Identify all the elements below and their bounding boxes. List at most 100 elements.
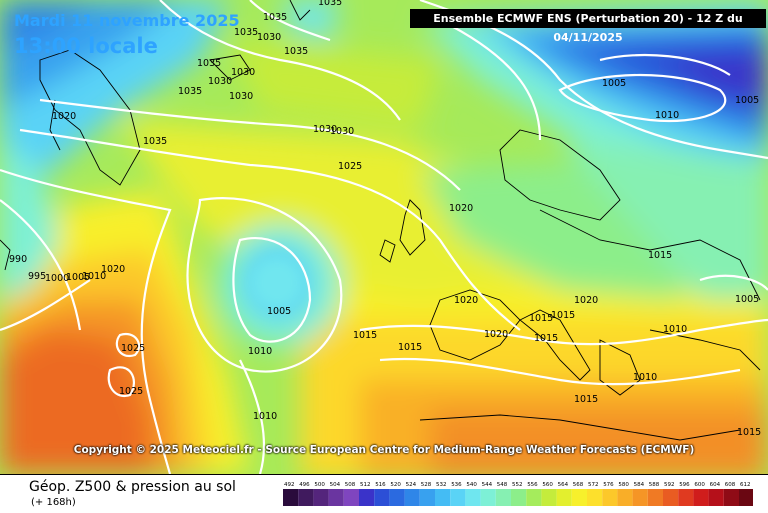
scale-swatch <box>571 489 587 506</box>
scale-tick-label: 588 <box>649 482 660 488</box>
scale-swatch <box>526 489 542 506</box>
scale-tick-label: 608 <box>725 482 736 488</box>
scale-tick-label: 504 <box>330 482 341 488</box>
isobar-label: 1030 <box>229 91 253 102</box>
isobar-label: 1005 <box>735 294 759 305</box>
isobar-label: 1015 <box>648 250 672 261</box>
weather-map: 1035 1035 1030 1035 1030 1035 1030 1035 … <box>0 0 768 474</box>
isobar-label: 1005 <box>735 95 759 106</box>
scale-tick-label: 612 <box>740 482 751 488</box>
isobar-label: 1030 <box>231 67 255 78</box>
scale-swatch <box>374 489 390 506</box>
scale-swatch <box>678 489 694 506</box>
scale-tick-label: 540 <box>466 482 477 488</box>
isobar-label: 1015 <box>551 310 575 321</box>
scale-swatch <box>495 489 511 506</box>
scale-tick-label: 496 <box>299 482 310 488</box>
isobar-label: 1015 <box>353 330 377 341</box>
scale-tick-label: 524 <box>406 482 417 488</box>
isobar-label: 1035 <box>263 12 287 23</box>
isobar-label: 1010 <box>663 324 687 335</box>
forecast-date: Mardi 11 novembre 2025 <box>14 11 240 30</box>
scale-swatch <box>693 489 709 506</box>
scale-tick-label: 552 <box>512 482 523 488</box>
isobar-label: 1010 <box>633 372 657 383</box>
scale-swatch <box>723 489 739 506</box>
isobars <box>0 0 768 474</box>
scale-swatch <box>328 489 344 506</box>
scale-swatch <box>602 489 618 506</box>
scale-swatch <box>419 489 435 506</box>
scale-swatch <box>389 489 405 506</box>
scale-swatch <box>450 489 466 506</box>
isobar-label: 1015 <box>534 333 558 344</box>
isobar-label: 1005 <box>602 78 626 89</box>
isobar-labels: 1035 1035 1030 1035 1030 1035 1030 1035 … <box>9 0 761 438</box>
scale-swatch <box>480 489 496 506</box>
isobar-label: 1010 <box>253 411 277 422</box>
isobar-label: 1035 <box>318 0 342 8</box>
isobar-label: 1000 <box>45 273 69 284</box>
isobar-label: 1035 <box>234 27 258 38</box>
isobar-label: 1020 <box>484 329 508 340</box>
isobar-label: 1035 <box>197 58 221 69</box>
scale-swatch <box>283 489 299 506</box>
run-info-banner: Ensemble ECMWF ENS (Perturbation 20) - 1… <box>410 9 766 44</box>
scale-tick-label: 548 <box>497 482 508 488</box>
isobar-label: 1015 <box>398 342 422 353</box>
scale-tick-label: 508 <box>345 482 356 488</box>
scale-tick-label: 532 <box>436 482 447 488</box>
isobar-label: 1025 <box>338 161 362 172</box>
scale-tick-label: 580 <box>618 482 629 488</box>
map-canvas: 1035 1035 1030 1035 1030 1035 1030 1035 … <box>0 0 768 474</box>
scale-tick-label: 584 <box>634 482 645 488</box>
scale-tick-label: 516 <box>375 482 386 488</box>
scale-tick-label: 564 <box>558 482 569 488</box>
isobar-label: 1020 <box>454 295 478 306</box>
scale-tick-label: 576 <box>603 482 614 488</box>
forecast-lead-time: (+ 168h) <box>31 497 76 508</box>
isobar-label: 1030 <box>330 126 354 137</box>
isobar-label: 1025 <box>121 343 145 354</box>
isobar-label: 1030 <box>313 124 337 135</box>
isobar-label: 1015 <box>737 427 761 438</box>
scale-swatch <box>556 489 572 506</box>
scale-swatch <box>663 489 679 506</box>
scale-swatch <box>313 489 329 506</box>
scale-tick-label: 492 <box>284 482 295 488</box>
scale-tick-label: 596 <box>679 482 690 488</box>
scale-tick-label: 592 <box>664 482 675 488</box>
scale-swatch <box>541 489 557 506</box>
isobar-label: 1010 <box>82 271 106 282</box>
scale-swatch <box>343 489 359 506</box>
isobar-label: 1020 <box>449 203 473 214</box>
copyright-notice: Copyright © 2025 Meteociel.fr - Source E… <box>73 444 695 456</box>
scale-tick-label: 568 <box>573 482 584 488</box>
isobar-label: 1025 <box>119 386 143 397</box>
scale-tick-label: 600 <box>694 482 705 488</box>
scale-swatch <box>511 489 527 506</box>
scale-tick-label: 544 <box>482 482 493 488</box>
scale-tick-label: 536 <box>451 482 462 488</box>
forecast-local-time: 13:00 locale <box>14 34 158 58</box>
isobar-label: 1010 <box>248 346 272 357</box>
scale-tick-label: 572 <box>588 482 599 488</box>
scale-swatch <box>404 489 420 506</box>
scale-swatch <box>435 489 451 506</box>
isobar-label: 1035 <box>143 136 167 147</box>
isobar-label: 1035 <box>178 86 202 97</box>
isobar-label: 990 <box>9 254 27 265</box>
isobar-label: 1005 <box>267 306 291 317</box>
isobar-label: 1030 <box>257 32 281 43</box>
scale-swatch <box>708 489 724 506</box>
scale-tick-label: 512 <box>360 482 371 488</box>
parameter-title: Géop. Z500 & pression au sol <box>29 479 236 495</box>
isobar-label: 1015 <box>529 313 553 324</box>
scale-tick-label: 560 <box>542 482 553 488</box>
isobar-label: 1020 <box>574 295 598 306</box>
isobar-label: 1035 <box>284 46 308 57</box>
scale-tick-label: 528 <box>421 482 432 488</box>
scale-swatch <box>739 489 753 506</box>
scale-tick-label: 556 <box>527 482 538 488</box>
isobar-label: 1020 <box>52 111 76 122</box>
